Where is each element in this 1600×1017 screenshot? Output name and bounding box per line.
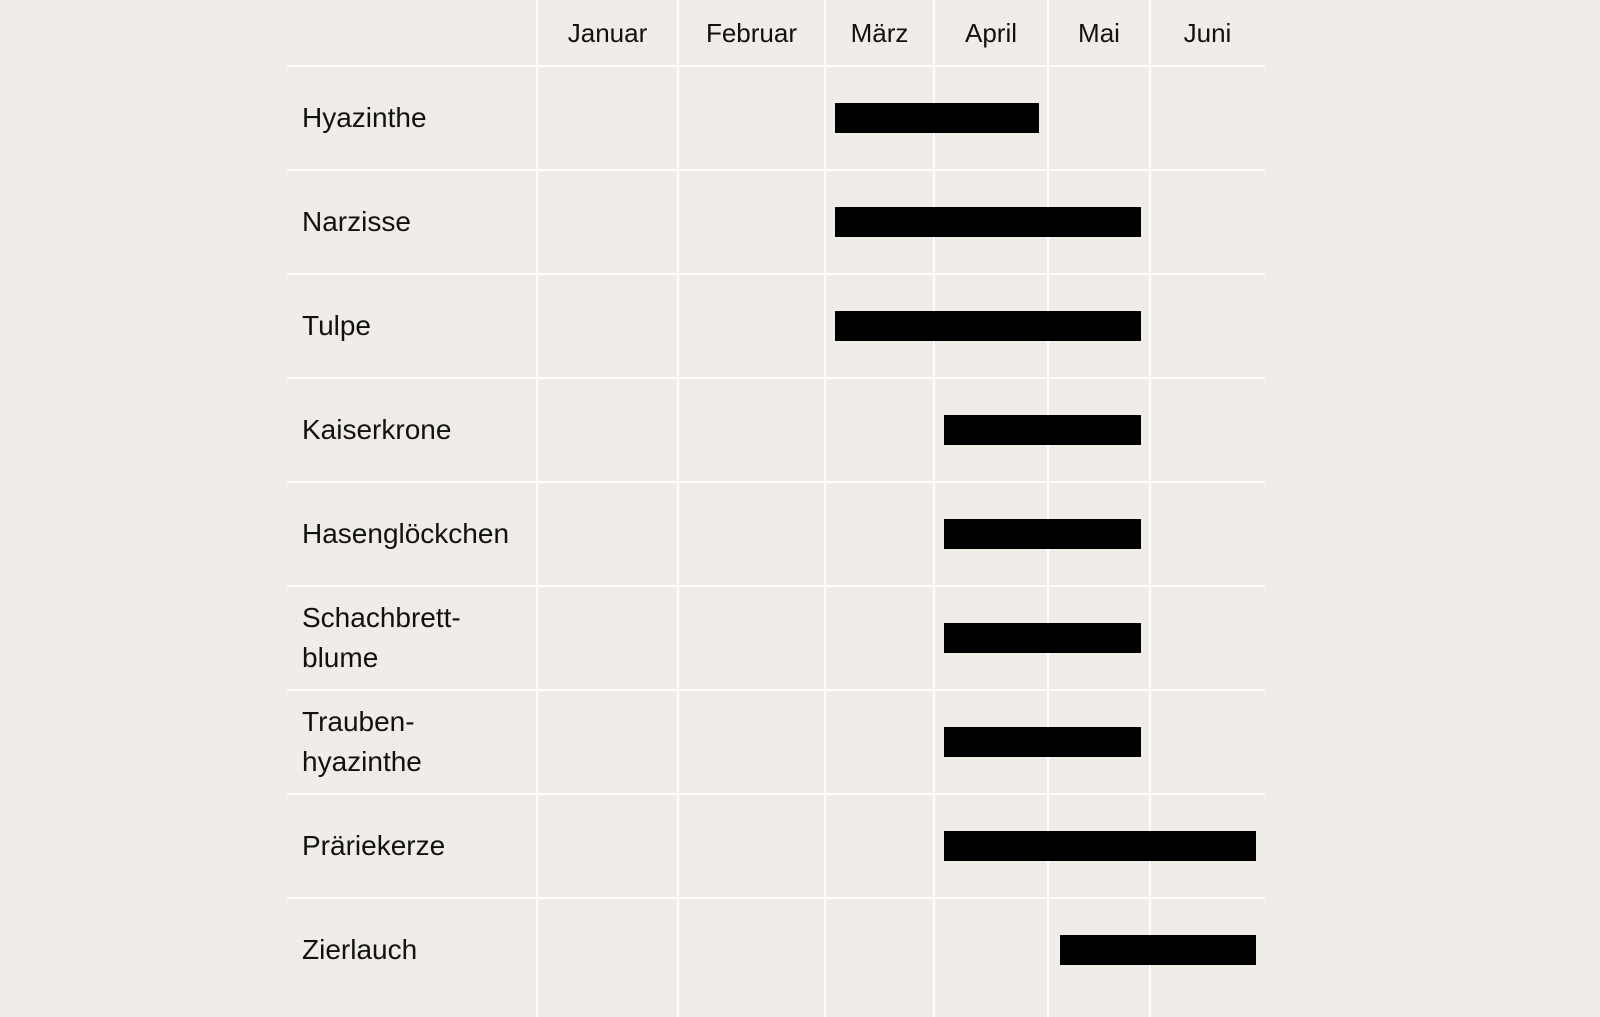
row-label: Hasenglöckchen	[302, 482, 509, 586]
grid-line-horizontal	[287, 65, 1265, 67]
bloom-bar	[944, 831, 1256, 861]
row-label: Schachbrett-blume	[302, 586, 461, 690]
row-label: Kaiserkrone	[302, 378, 451, 482]
bloom-bar	[944, 415, 1141, 445]
grid-line-vertical	[677, 0, 679, 1017]
grid-line-vertical	[933, 0, 935, 1017]
grid-line-vertical	[1047, 0, 1049, 1017]
bloom-bar	[835, 311, 1141, 341]
row-label-line: Präriekerze	[302, 830, 446, 861]
grid-line-horizontal	[287, 585, 1265, 587]
grid-line-horizontal	[287, 689, 1265, 691]
row-label: Präriekerze	[302, 794, 445, 898]
bloom-bar	[944, 727, 1141, 757]
row-label-line: Hasenglöckchen	[302, 518, 510, 549]
grid-line-vertical	[824, 0, 826, 1017]
month-header: März	[850, 18, 909, 48]
row-label-line: Hyazinthe	[302, 102, 427, 133]
bloom-bar	[1060, 935, 1256, 965]
row-label: Tulpe	[302, 274, 371, 378]
month-header: April	[964, 18, 1017, 48]
bloom-bar	[944, 519, 1141, 549]
grid-line-horizontal	[287, 481, 1265, 483]
month-header: Juni	[1183, 18, 1232, 48]
bloom-bar	[944, 623, 1141, 653]
row-label-line: Tulpe	[302, 310, 372, 341]
bloom-bar	[835, 207, 1141, 237]
row-label-line: Narzisse	[302, 206, 411, 237]
row-label-line: blume	[302, 642, 379, 673]
row-label: Narzisse	[302, 170, 411, 274]
grid-line-horizontal	[287, 793, 1265, 795]
row-label: Trauben-hyazinthe	[302, 690, 422, 794]
bloom-bar	[835, 103, 1039, 133]
grid-line-horizontal	[287, 273, 1265, 275]
month-header: Mai	[1078, 18, 1120, 48]
row-label-line: Schachbrett-	[302, 602, 461, 633]
month-header: Februar	[705, 18, 798, 48]
grid-line-horizontal	[287, 169, 1265, 171]
grid-line-horizontal	[287, 897, 1265, 899]
grid-line-horizontal	[287, 377, 1265, 379]
row-label-line: Kaiserkrone	[302, 414, 452, 445]
row-label: Hyazinthe	[302, 66, 427, 170]
row-label-line: Zierlauch	[302, 934, 418, 965]
grid-line-vertical	[536, 0, 538, 1017]
grid-line-vertical	[1149, 0, 1151, 1017]
row-label: Zierlauch	[302, 898, 417, 1002]
row-label-line: hyazinthe	[302, 746, 422, 777]
row-label-line: Trauben-	[302, 706, 415, 737]
month-header: Januar	[567, 18, 648, 48]
